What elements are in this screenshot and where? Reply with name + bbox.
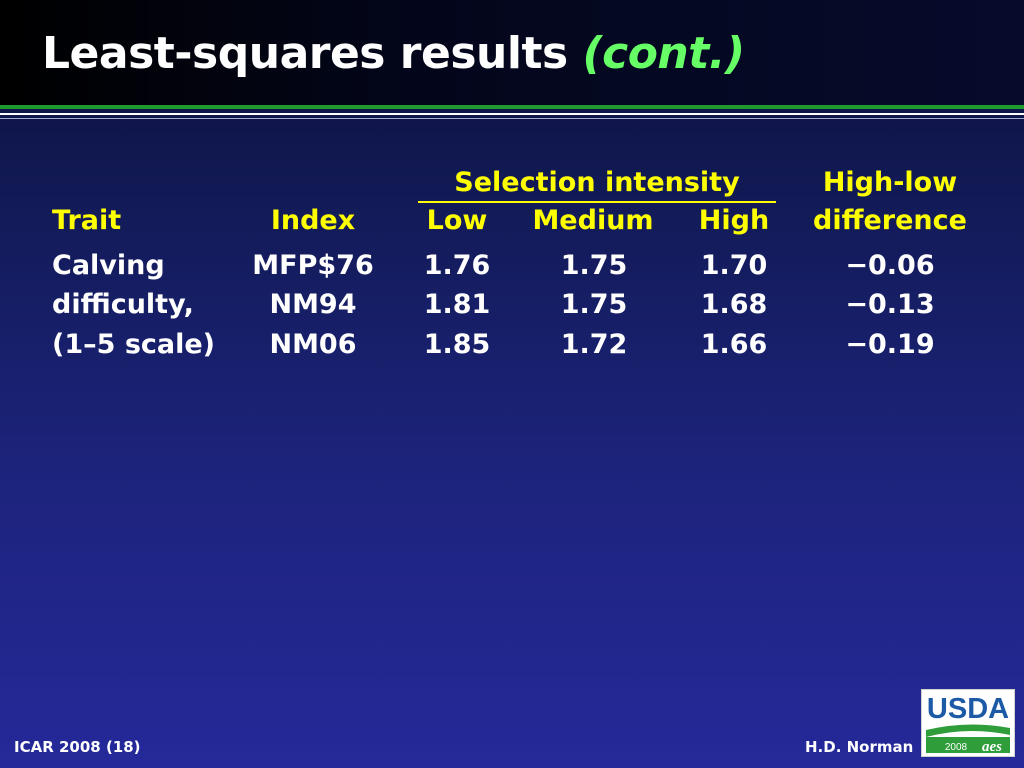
- title-bar: [0, 0, 1024, 105]
- highlow-header-line1: High-low: [822, 167, 958, 198]
- footer-author: H.D. Norman: [805, 738, 914, 756]
- usda-logo: USDA 2008 aes: [921, 689, 1015, 757]
- logo-aes-mark: aes: [982, 739, 1002, 755]
- low-cell: 1.76: [423, 250, 491, 281]
- index-header: Index: [270, 205, 356, 236]
- title-rule-white: [0, 113, 1024, 115]
- slide-title: Least-squares results (cont.): [42, 28, 745, 79]
- medium-cell: 1.72: [560, 329, 628, 360]
- logo-green-band: [926, 737, 1010, 753]
- medium-header: Medium: [532, 205, 654, 236]
- selection-intensity-underline: [418, 201, 776, 203]
- index-cell: NM94: [269, 289, 357, 320]
- diff-cell: −0.06: [845, 250, 935, 281]
- logo-text: USDA: [927, 693, 1009, 725]
- usda-logo-graphic: USDA 2008 aes: [926, 693, 1010, 755]
- highlow-header-line2: difference: [813, 205, 967, 236]
- trait-line-3: (1–5 scale): [52, 329, 216, 360]
- title-main: Least-squares results: [42, 28, 568, 79]
- high-cell: 1.66: [700, 329, 768, 360]
- high-header: High: [698, 205, 770, 236]
- high-cell: 1.68: [700, 289, 768, 320]
- index-cell: NM06: [269, 329, 357, 360]
- title-cont: (cont.): [582, 28, 746, 79]
- selection-intensity-header: Selection intensity: [454, 167, 740, 198]
- logo-swoosh-icon: [926, 724, 1010, 737]
- medium-cell: 1.75: [560, 289, 628, 320]
- trait-header: Trait: [52, 205, 122, 236]
- medium-cell: 1.75: [560, 250, 628, 281]
- high-cell: 1.70: [700, 250, 768, 281]
- index-cell: MFP$76: [252, 250, 374, 281]
- diff-cell: −0.13: [845, 289, 935, 320]
- low-cell: 1.81: [423, 289, 491, 320]
- title-rule-green: [0, 105, 1024, 109]
- trait-line-2: difficulty,: [52, 289, 194, 320]
- logo-year: 2008: [945, 742, 968, 753]
- trait-line-1: Calving: [52, 250, 165, 281]
- title-rule-gray: [0, 118, 1024, 119]
- low-cell: 1.85: [423, 329, 491, 360]
- footer-conference: ICAR 2008 (18): [14, 738, 141, 756]
- low-header: Low: [426, 205, 488, 236]
- diff-cell: −0.19: [845, 329, 935, 360]
